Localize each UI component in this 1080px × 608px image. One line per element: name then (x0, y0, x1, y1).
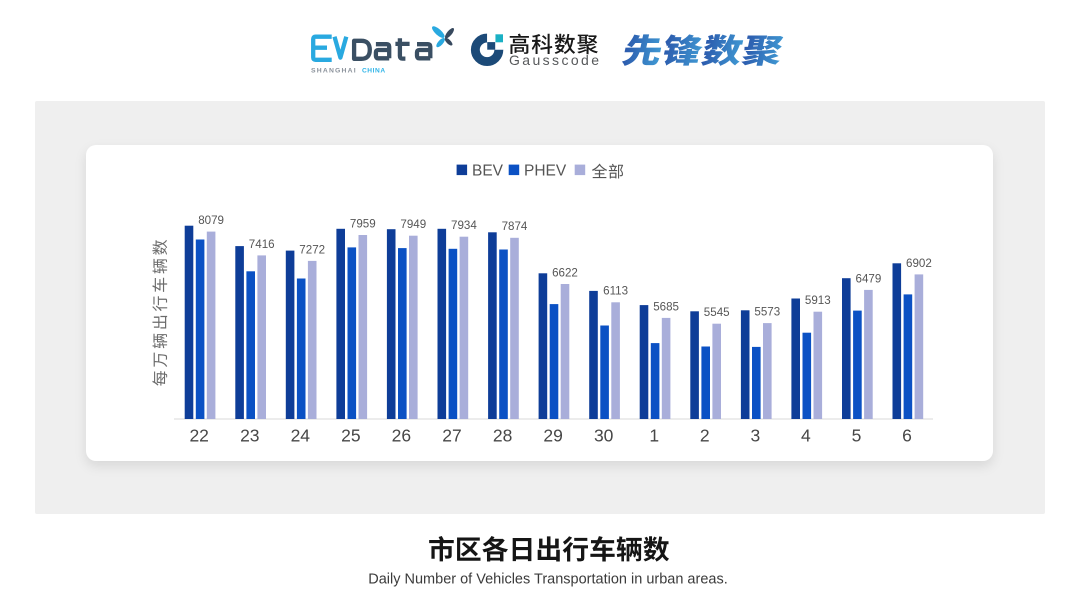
svg-text:SHANGHAI: SHANGHAI (311, 68, 357, 75)
svg-text:5573: 5573 (754, 306, 780, 319)
svg-text:27: 27 (442, 426, 461, 446)
svg-text:7949: 7949 (400, 218, 426, 231)
svg-text:6902: 6902 (906, 257, 932, 270)
svg-text:30: 30 (594, 426, 614, 446)
svg-text:6113: 6113 (603, 285, 628, 298)
svg-text:3: 3 (751, 426, 761, 446)
svg-text:BEV: BEV (472, 163, 504, 180)
svg-text:6479: 6479 (856, 272, 882, 285)
svg-text:7874: 7874 (502, 220, 528, 233)
svg-text:CHINA: CHINA (362, 68, 386, 75)
svg-text:26: 26 (392, 426, 411, 446)
svg-text:8079: 8079 (198, 214, 224, 227)
svg-text:2: 2 (700, 426, 710, 446)
svg-text:4: 4 (801, 426, 811, 446)
svg-text:Daily Number of Vehicles Trans: Daily Number of Vehicles Transportation … (368, 572, 727, 588)
svg-text:6622: 6622 (552, 266, 578, 279)
svg-text:5: 5 (852, 426, 862, 446)
svg-text:Gausscode: Gausscode (509, 52, 601, 68)
svg-text:25: 25 (341, 426, 360, 446)
svg-text:23: 23 (240, 426, 259, 446)
svg-text:29: 29 (543, 426, 562, 446)
svg-text:5685: 5685 (653, 300, 679, 313)
svg-text:5545: 5545 (704, 306, 730, 319)
svg-text:5913: 5913 (805, 294, 831, 307)
svg-text:22: 22 (189, 426, 208, 446)
svg-text:1: 1 (649, 426, 659, 446)
svg-text:7272: 7272 (299, 243, 325, 256)
svg-text:7934: 7934 (451, 219, 477, 232)
svg-text:7416: 7416 (249, 238, 275, 251)
svg-text:6: 6 (902, 426, 912, 446)
svg-text:7959: 7959 (350, 217, 376, 230)
svg-text:PHEV: PHEV (524, 163, 567, 180)
svg-text:28: 28 (493, 426, 512, 446)
svg-text:24: 24 (291, 426, 311, 446)
